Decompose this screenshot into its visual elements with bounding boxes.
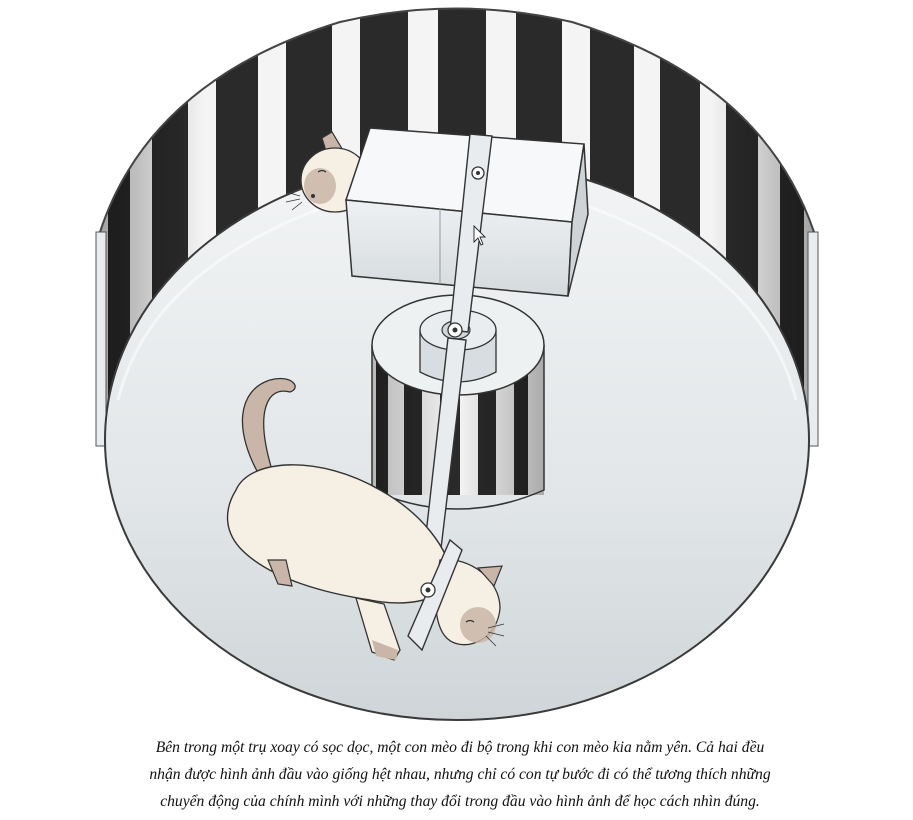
cursor-icon [473, 224, 487, 246]
illustration [95, 7, 819, 721]
caption-line: Bên trong một trụ xoay có sọc dọc, một c… [155, 739, 765, 756]
passive-cat-box [344, 127, 589, 297]
figure-caption: Bên trong một trụ xoay có sọc dọc, một c… [60, 734, 860, 815]
caption-line: nhận được hình ảnh đầu vào giống hệt nha… [149, 766, 771, 783]
active-cat-yoke [407, 538, 463, 652]
caption-line: chuyển động của chính mình với những tha… [160, 793, 760, 810]
connecting-arm [419, 133, 493, 591]
active-cat [226, 377, 505, 661]
